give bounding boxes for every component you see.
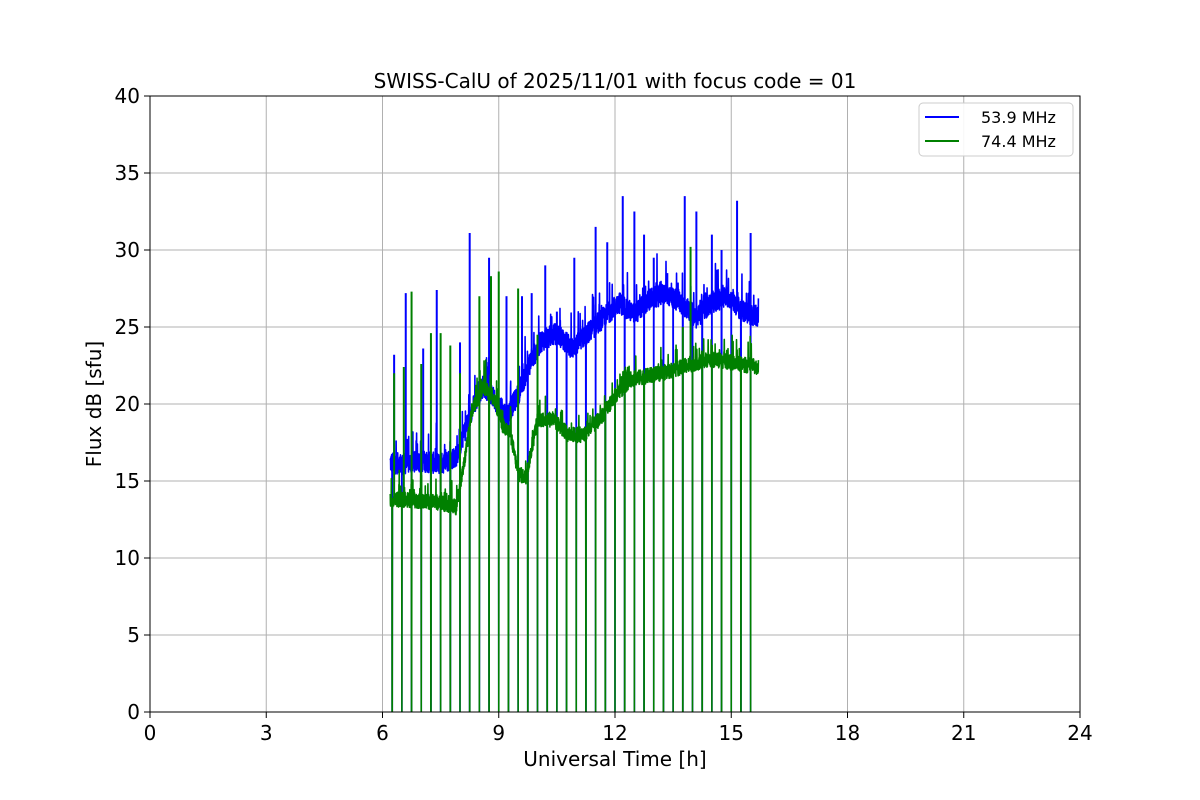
y-tick-label: 0 bbox=[127, 700, 140, 724]
x-tick-label: 24 bbox=[1067, 721, 1092, 745]
series-line-74-4-mhz bbox=[389, 334, 760, 712]
x-tick-label: 18 bbox=[835, 721, 860, 745]
chart-title: SWISS-CalU of 2025/11/01 with focus code… bbox=[374, 69, 857, 93]
y-tick-label: 10 bbox=[115, 546, 140, 570]
y-tick-label: 35 bbox=[115, 161, 140, 185]
series-layer bbox=[389, 196, 760, 712]
x-axis-title: Universal Time [h] bbox=[523, 747, 706, 771]
x-tick-label: 15 bbox=[719, 721, 744, 745]
legend-label-53-9-mhz: 53.9 MHz bbox=[981, 108, 1056, 127]
y-tick-label: 5 bbox=[127, 623, 140, 647]
x-tick-label: 3 bbox=[260, 721, 273, 745]
y-tick-label: 15 bbox=[115, 469, 140, 493]
legend-label-74-4-mhz: 74.4 MHz bbox=[981, 132, 1056, 151]
x-tick-label: 21 bbox=[951, 721, 976, 745]
x-tick-label: 9 bbox=[492, 721, 505, 745]
y-axis-title: Flux dB [sfu] bbox=[82, 341, 106, 467]
legend: 53.9 MHz 74.4 MHz bbox=[918, 102, 1074, 157]
y-tick-label: 30 bbox=[115, 238, 140, 262]
ticks: 0 3 6 9 12 15 18 21 24 0 5 10 15 20 25 30 35 40 bbox=[115, 84, 1093, 745]
y-tick-label: 25 bbox=[115, 315, 140, 339]
y-tick-label: 40 bbox=[115, 84, 140, 108]
x-tick-label: 12 bbox=[602, 721, 627, 745]
y-tick-label: 20 bbox=[115, 392, 140, 416]
x-tick-label: 6 bbox=[376, 721, 389, 745]
x-tick-label: 0 bbox=[144, 721, 157, 745]
